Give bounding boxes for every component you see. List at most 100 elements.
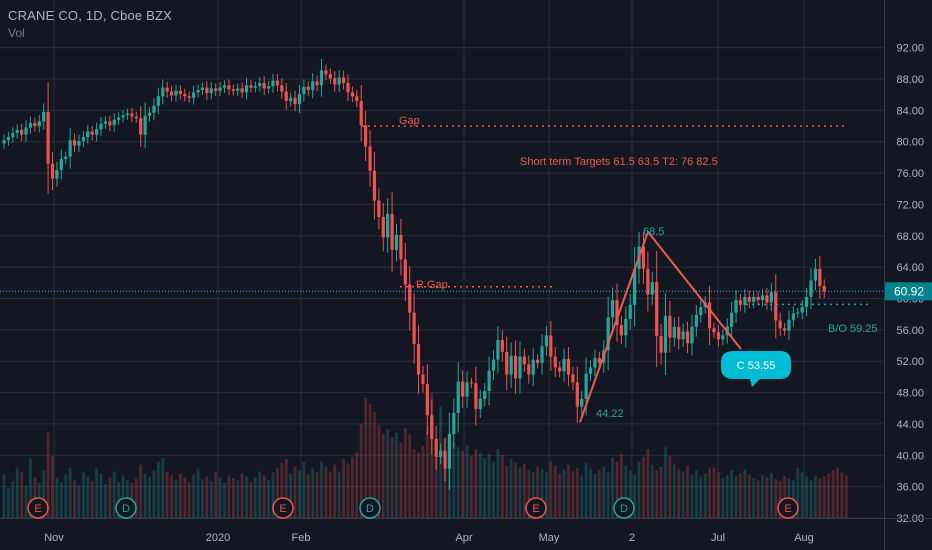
volume-bar (218, 477, 222, 518)
event-marker-label: D (122, 503, 130, 515)
volume-bar (584, 462, 588, 518)
candle-body (633, 268, 637, 305)
x-tick-label: Nov (44, 532, 64, 544)
candle-body (33, 122, 37, 127)
peak-label: 68.5 (643, 226, 664, 238)
candle-body (553, 356, 557, 368)
volume-bar (421, 446, 425, 518)
candle-body (117, 117, 121, 120)
event-marker-label: D (366, 503, 374, 515)
candle-body (72, 140, 77, 146)
volume-bar (417, 452, 420, 518)
volume-bar (822, 476, 826, 518)
dividend-marker (359, 497, 381, 519)
candle-body (275, 80, 280, 86)
candle-body (28, 122, 33, 128)
callout-label: C 53.55 (737, 360, 776, 372)
volume-bar (739, 473, 742, 518)
volume-bar (33, 477, 37, 518)
low-label: 44.22 (596, 408, 624, 420)
candle-body (381, 216, 385, 238)
candle-body (169, 91, 174, 96)
candle-body (752, 296, 756, 302)
candle-body (712, 328, 716, 333)
x-tick-label: May (539, 532, 560, 544)
candle-body (271, 80, 275, 87)
event-marker-label: E (784, 503, 791, 515)
volume-bar (681, 471, 685, 518)
y-tick-label: 40.00 (896, 450, 924, 462)
volume-bar (562, 469, 566, 518)
volume-bar (315, 472, 319, 518)
candle-body (20, 129, 24, 135)
y-tick-label: 36.00 (896, 482, 924, 494)
volume-bar (55, 478, 59, 518)
volume-bar (836, 467, 839, 518)
volume-bar (809, 480, 813, 518)
candle-body (474, 383, 478, 410)
candle-body (597, 358, 601, 363)
candle-body (227, 85, 231, 90)
volume-bar (844, 475, 848, 518)
candle-body (386, 213, 390, 238)
candle-body (372, 170, 377, 201)
volume-bar (699, 476, 703, 518)
volume-bar (765, 477, 769, 518)
candle-body (518, 356, 522, 379)
x-tick-label: Apr (455, 532, 472, 544)
candle-body (646, 268, 650, 295)
volume-bar (156, 461, 160, 518)
volume-bar (134, 478, 138, 518)
candle-body (606, 317, 610, 351)
candle-body (708, 302, 712, 329)
candle-body (655, 282, 659, 337)
candle-body (231, 89, 235, 91)
volume-bar (46, 432, 50, 518)
volume-bar (170, 475, 173, 518)
y-tick-label: 44.00 (896, 419, 924, 431)
y-tick-label: 84.00 (896, 105, 924, 117)
candle-body (368, 146, 372, 171)
candle-body (192, 92, 196, 98)
candle-body (624, 318, 628, 336)
candle-body (394, 235, 399, 250)
volume-bar (20, 472, 24, 518)
candle-body (747, 296, 751, 302)
dividend-marker (613, 497, 635, 519)
candle-body (536, 359, 540, 363)
candle-body (2, 140, 6, 144)
candle-body (809, 280, 813, 297)
volume-bar (99, 473, 103, 518)
candle-body (90, 131, 94, 135)
candle-body (267, 86, 271, 89)
candle-body (672, 326, 676, 338)
volume-bar (205, 476, 209, 518)
volume-bar (81, 472, 85, 518)
volume-bar (708, 468, 711, 518)
candle-body (818, 268, 822, 286)
candle-body (421, 374, 425, 384)
candle-body (690, 326, 694, 344)
candle-body (540, 346, 544, 363)
volume-bar (104, 484, 107, 518)
last-price-badge (885, 282, 932, 301)
candle-body (774, 292, 778, 321)
candle-body (610, 300, 615, 318)
volume-bar (223, 483, 226, 518)
candle-body (50, 163, 55, 179)
candle-body (350, 92, 354, 97)
candle-body (500, 340, 504, 352)
event-marker-label: D (620, 503, 628, 515)
volume-bar (258, 471, 262, 518)
volume-bar (24, 486, 28, 518)
candle-body (487, 370, 491, 392)
candle-body (805, 296, 809, 308)
volume-bar (403, 427, 407, 518)
volume-bar (214, 472, 218, 518)
candle-body (566, 358, 571, 375)
earnings-marker (272, 497, 294, 519)
candle-body (765, 295, 769, 303)
candle-body (377, 200, 381, 217)
